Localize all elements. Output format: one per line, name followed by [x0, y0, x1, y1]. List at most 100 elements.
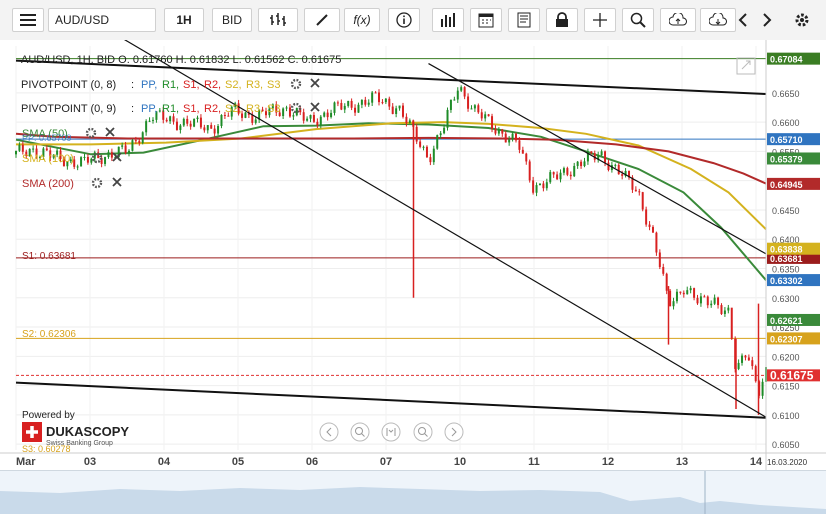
sma200-label[interactable]: SMA (200)	[22, 178, 74, 190]
sma50-label[interactable]: SMA (50)	[22, 128, 68, 140]
candle-body	[693, 288, 696, 298]
pivot-legend-1[interactable]: PIVOTPOINT (0, 8): PP, R1, S1, R2, S2, R3, S3	[21, 78, 320, 91]
candle-body	[689, 288, 692, 291]
candle-body	[467, 96, 470, 109]
time-axis: Mar 03 04 05 06 07 10 11 12 13 14	[0, 452, 826, 468]
candle	[761, 378, 764, 399]
candle	[381, 99, 384, 105]
candle-body	[737, 362, 740, 369]
pivot-separator: :	[131, 79, 134, 91]
download-button[interactable]	[700, 8, 736, 32]
upload-button[interactable]	[660, 8, 696, 32]
candle	[398, 105, 401, 111]
candle-body	[93, 152, 96, 159]
candle-body	[470, 108, 473, 110]
candle-body	[378, 92, 381, 103]
pivot-gear-icon[interactable]	[290, 78, 302, 90]
fit-button[interactable]	[381, 422, 401, 442]
zoom-in-button[interactable]	[413, 422, 433, 442]
candle	[419, 138, 422, 149]
pp-level-label: PP: 0.65709	[22, 133, 72, 143]
symbol-selector[interactable]: AUD/USD	[48, 8, 156, 32]
y-tick-label: 0.6250	[772, 323, 800, 333]
next-button[interactable]	[756, 8, 778, 32]
candle-body	[621, 174, 624, 176]
sma50-close-icon[interactable]	[105, 127, 115, 137]
candle-body	[145, 121, 148, 133]
chart-area[interactable]: 0.66500.66000.65500.65000.64500.64000.63…	[0, 40, 826, 470]
candle	[580, 159, 583, 169]
candle-body	[237, 103, 240, 114]
sma200-close-icon[interactable]	[112, 177, 122, 187]
x-tick-label: 13	[676, 456, 688, 468]
candle-body	[672, 301, 675, 307]
pivot-close-icon[interactable]	[310, 78, 320, 88]
candle-body	[398, 105, 401, 109]
dukascopy-logo: Powered by DUKASCOPY Swiss Banking Group	[22, 410, 129, 447]
scroll-left-button[interactable]	[319, 422, 339, 442]
candle	[504, 130, 507, 143]
candle	[189, 120, 192, 130]
volume-icon	[441, 13, 455, 27]
candle	[261, 106, 264, 112]
price-side-selector[interactable]: BID	[212, 8, 252, 32]
indicators-button[interactable]: f(x)	[344, 8, 380, 32]
pivot-item-s2: S2,	[225, 103, 242, 115]
candle-body	[213, 128, 216, 134]
chart-type-button[interactable]	[258, 8, 298, 32]
pivot-close-icon[interactable]	[310, 102, 320, 112]
menu-button[interactable]	[12, 8, 44, 32]
calendar-button[interactable]	[470, 8, 502, 32]
bars-icon	[270, 13, 286, 26]
popout-icon[interactable]	[736, 57, 756, 75]
candle-body	[275, 104, 278, 113]
candle-body	[395, 108, 398, 114]
scroll-right-button[interactable]	[444, 422, 464, 442]
pivot-separator: :	[131, 103, 134, 115]
sma100-gear-icon[interactable]	[91, 152, 103, 164]
candle-body	[580, 161, 583, 167]
candle-body	[641, 192, 644, 210]
zoom-button[interactable]	[622, 8, 654, 32]
prev-button[interactable]	[732, 8, 754, 32]
timeframe-selector[interactable]: 1H	[164, 8, 204, 32]
pivot-gear-icon[interactable]	[290, 102, 302, 114]
candle-body	[38, 156, 41, 158]
pivot-legend-2[interactable]: PIVOTPOINT (0, 9): PP, R1, S1, R2, S2, R3, S3	[21, 102, 320, 115]
sma100-label[interactable]: SMA (100)	[22, 153, 74, 165]
info-button[interactable]	[388, 8, 420, 32]
candle	[569, 171, 572, 180]
candle-body	[364, 99, 367, 105]
candle	[699, 292, 702, 307]
candle-body	[210, 125, 213, 129]
level-tag-s2-bg	[767, 332, 820, 345]
candle	[285, 105, 288, 112]
lock-button[interactable]	[546, 8, 578, 32]
candle	[460, 85, 463, 92]
candle-body	[80, 157, 83, 167]
navigator[interactable]	[0, 470, 826, 514]
candle-body	[388, 98, 391, 107]
sma100-close-icon[interactable]	[112, 152, 122, 162]
candle	[528, 159, 531, 183]
candle	[535, 182, 538, 197]
y-tick-label: 0.6050	[772, 440, 800, 450]
price-tag-0-bg	[767, 152, 820, 165]
moving-averages	[15, 121, 767, 281]
candle-body	[155, 111, 158, 120]
pivot-title: PIVOTPOINT (0, 9)	[21, 103, 116, 115]
zoom-out-button[interactable]	[350, 422, 370, 442]
candle-body	[528, 161, 531, 181]
crosshair-button[interactable]	[584, 8, 616, 32]
candle	[669, 288, 672, 307]
candle	[710, 300, 713, 308]
candle-body	[76, 166, 79, 168]
x-tick-label: 07	[380, 456, 392, 468]
settings-button[interactable]	[788, 8, 816, 32]
candle-body	[515, 133, 517, 141]
draw-button[interactable]	[304, 8, 340, 32]
sma50-gear-icon[interactable]	[85, 127, 97, 139]
volume-button[interactable]	[432, 8, 464, 32]
sma200-gear-icon[interactable]	[91, 177, 103, 189]
notes-button[interactable]	[508, 8, 540, 32]
